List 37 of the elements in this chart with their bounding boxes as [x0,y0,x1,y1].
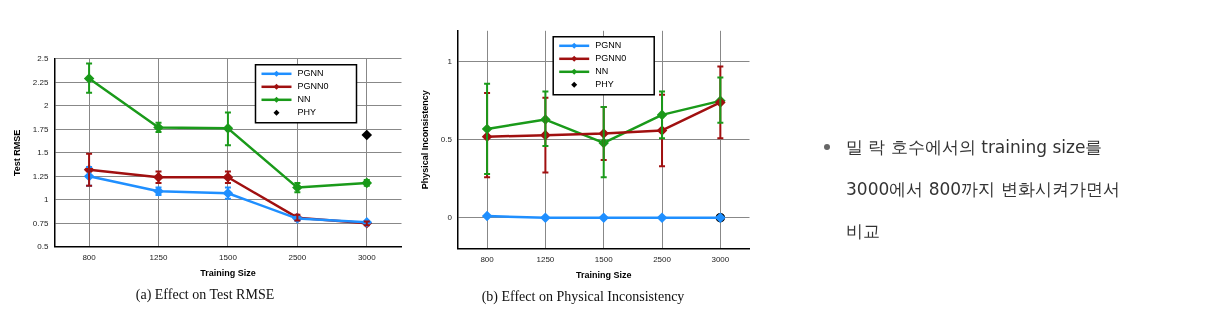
y-tick-label: 2.25 [32,77,49,87]
y-axis-title: Test RMSE [11,129,22,176]
x-tick-label: 1500 [594,254,614,264]
x-tick-label: 1250 [536,254,555,264]
legend-label: PGNN0 [595,53,627,64]
y-tick-label: 0.75 [32,218,49,228]
y-tick-label: 0.5 [440,135,453,144]
x-tick-label: 2500 [653,254,672,264]
legend-label: NN [297,94,311,105]
y-tick-label: 0 [447,212,453,222]
x-axis-title: Training Size [200,268,256,279]
legend-label: NN [595,66,609,77]
y-tick-label: 2.5 [37,54,49,63]
x-axis-title: Training Size [575,270,632,281]
x-tick-label: 1500 [219,252,238,262]
y-tick-label: 1 [43,195,49,204]
y-tick-label: 1 [447,57,453,67]
legend-label: PGNN [297,68,324,79]
x-tick-label: 1250 [149,252,168,262]
legend-label: PHY [595,79,614,90]
x-tick-label: 800 [82,252,97,262]
y-tick-label: 1.75 [32,124,49,134]
x-tick-label: 3000 [711,254,730,264]
text: (a) Effect on Test RMSE [135,287,275,304]
text: (b) Effect on Physical Inconsistency [481,289,685,306]
y-tick-label: 1.5 [37,148,49,157]
legend-label: PGNN [595,40,622,51]
x-tick-label: 3000 [357,252,377,262]
y-axis-title: Physical Inconsistency [419,90,430,190]
y-tick-label: 0.5 [37,242,49,251]
text: 밀 락 호수에서의 training size를 3000에서 800까지 변화시켜가면서 비교 [846,137,1120,241]
x-tick-label: 2500 [288,252,307,262]
legend-label: PGNN0 [297,81,329,92]
y-tick-label: 1.25 [32,171,49,181]
y-tick-label: 2 [43,101,49,110]
legend-label: PHY [297,107,317,118]
x-tick-label: 800 [480,254,495,264]
